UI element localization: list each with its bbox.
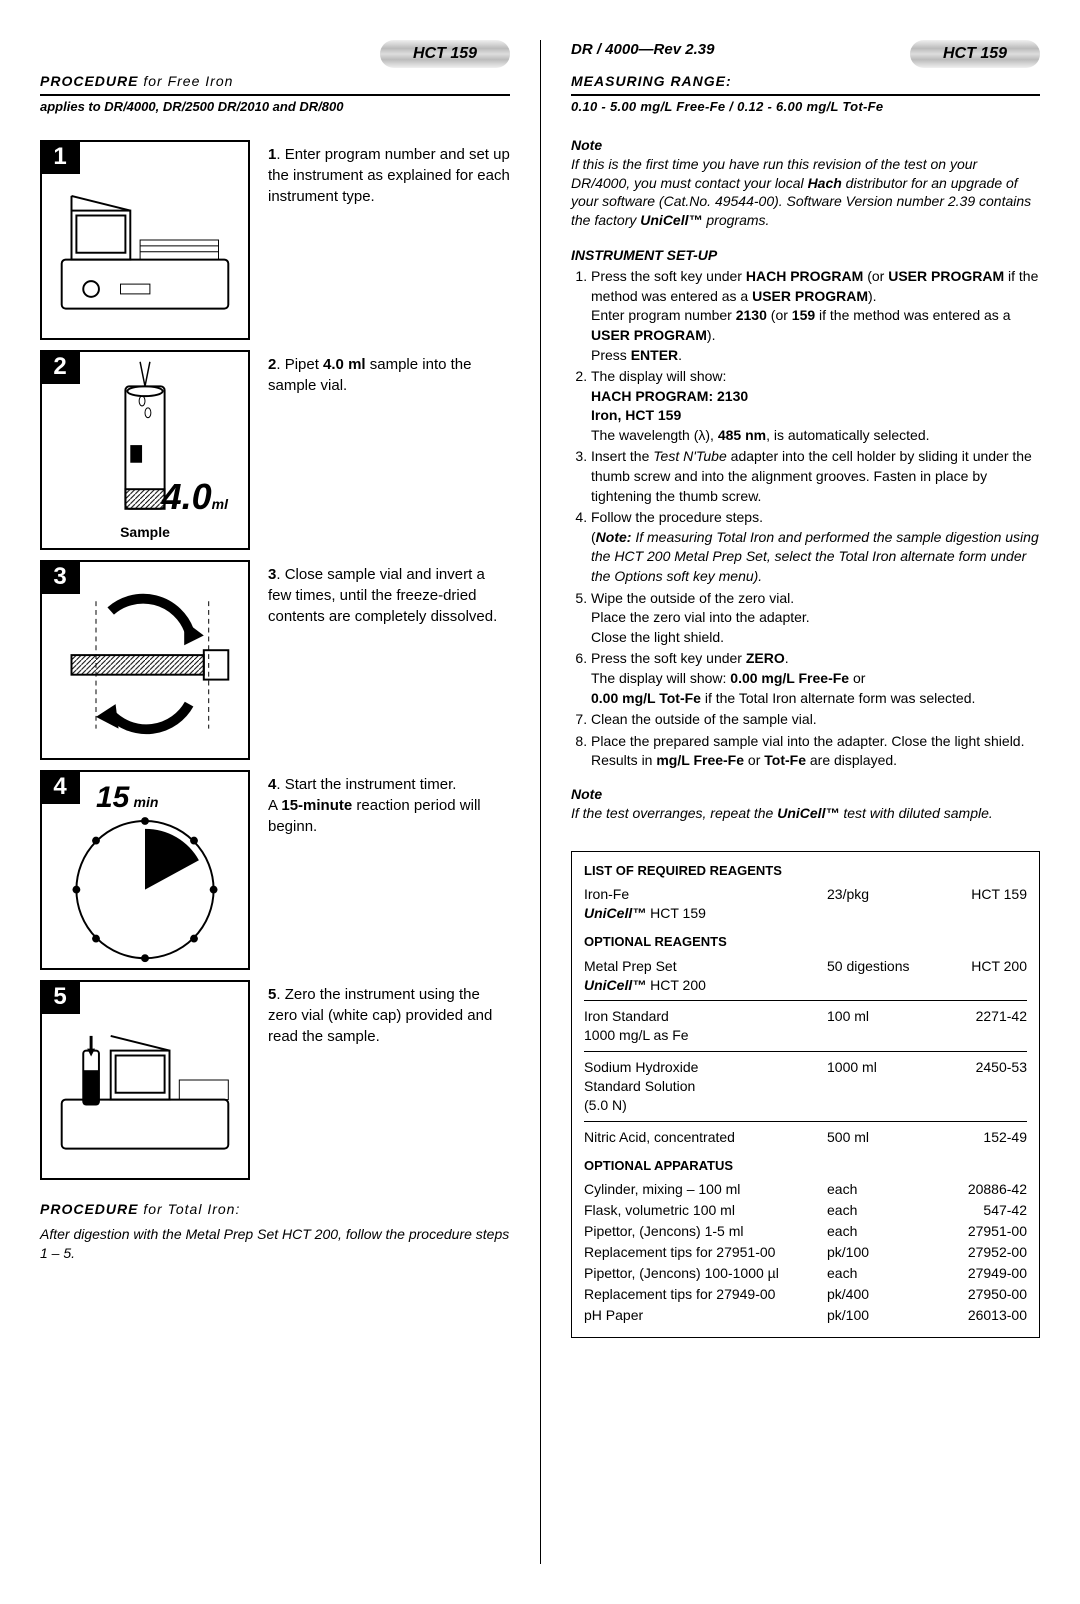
- reagent-row: Nitric Acid, concentrated 500 ml 152-49: [584, 1128, 1027, 1147]
- right-header: DR / 4000—Rev 2.39 HCT 159: [571, 40, 1040, 68]
- step-row: 3 3. Close sample vial and invert a few …: [40, 560, 510, 760]
- total-iron-text: After digestion with the Metal Prep Set …: [40, 1225, 510, 1263]
- step-text: 1. Enter program number and set up the i…: [268, 140, 510, 207]
- reagent-row: Replacement tips for 27951-00pk/10027952…: [584, 1243, 1027, 1262]
- setup-item: Press the soft key under ZERO.The displa…: [591, 649, 1040, 708]
- setup-item: The display will show:HACH PROGRAM: 2130…: [591, 367, 1040, 445]
- step-number: 2: [40, 350, 80, 384]
- note-body: If the test overranges, repeat the UniCe…: [571, 804, 1040, 823]
- step-illustration-1: 1: [40, 140, 250, 340]
- procedure-for: for Free Iron: [138, 73, 233, 89]
- setup-heading: INSTRUMENT SET-UP: [571, 246, 1040, 265]
- step-illustration-5: 5: [40, 980, 250, 1180]
- reagent-row: Replacement tips for 27949-00pk/40027950…: [584, 1285, 1027, 1304]
- reagent-row: Pipettor, (Jencons) 1-5 mleach27951-00: [584, 1222, 1027, 1241]
- divider: [584, 1051, 1027, 1052]
- note-heading: Note: [571, 136, 1040, 155]
- total-iron-title: PROCEDURE for Total Iron:: [40, 1200, 510, 1219]
- pill-badge-right: HCT 159: [910, 40, 1040, 68]
- right-column: DR / 4000—Rev 2.39 HCT 159 MEASURING RAN…: [540, 40, 1040, 1564]
- reagent-row: Cylinder, mixing – 100 mleach20886-42: [584, 1180, 1027, 1199]
- reagent-row: Iron Standard1000 mg/L as Fe 100 ml 2271…: [584, 1007, 1027, 1045]
- step-text: 2. Pipet 4.0 ml sample into the sample v…: [268, 350, 510, 396]
- timer-label: 15 min: [96, 778, 158, 819]
- steps-list: 1 1. Enter program number and s: [40, 140, 510, 1180]
- measuring-range-title: MEASURING RANGE:: [571, 73, 732, 89]
- step-text: 3. Close sample vial and invert a few ti…: [268, 560, 510, 627]
- note-body: If this is the first time you have run t…: [571, 155, 1040, 231]
- step-number: 3: [40, 560, 80, 594]
- setup-item: Clean the outside of the sample vial.: [591, 710, 1040, 730]
- header-rule-right: MEASURING RANGE:: [571, 72, 1040, 96]
- left-header: HCT 159: [40, 40, 510, 68]
- sample-label: Sample: [42, 523, 248, 542]
- step-number: 1: [40, 140, 80, 174]
- step-text: 5. Zero the instrument using the zero vi…: [268, 980, 510, 1047]
- setup-item: Press the soft key under HACH PROGRAM (o…: [591, 267, 1040, 365]
- page: HCT 159 PROCEDURE for Free Iron applies …: [40, 40, 1040, 1564]
- step-illustration-3: 3: [40, 560, 250, 760]
- reagent-heading: OPTIONAL REAGENTS: [584, 933, 1027, 951]
- reagent-row: pH Paperpk/10026013-00: [584, 1306, 1027, 1325]
- setup-item: Insert the Test N'Tube adapter into the …: [591, 447, 1040, 506]
- procedure-title: PROCEDURE: [40, 73, 138, 89]
- left-column: HCT 159 PROCEDURE for Free Iron applies …: [40, 40, 510, 1564]
- step-illustration-2: 2 4.0ml Sample: [40, 350, 250, 550]
- step-number: 5: [40, 980, 80, 1014]
- revision-line: DR / 4000—Rev 2.39: [571, 41, 714, 58]
- note-heading: Note: [571, 785, 1040, 804]
- volume-label: 4.0ml: [162, 473, 228, 522]
- step-row: 2 4.0ml Sample 2. Pipet 4.0 ml sample: [40, 350, 510, 550]
- header-rule-left: PROCEDURE for Free Iron: [40, 72, 510, 96]
- measuring-range-value: 0.10 - 5.00 mg/L Free-Fe / 0.12 - 6.00 m…: [571, 98, 1040, 116]
- step-row: 4 15 min 4. Start the: [40, 770, 510, 970]
- divider: [584, 1121, 1027, 1122]
- divider: [584, 1000, 1027, 1001]
- setup-list: Press the soft key under HACH PROGRAM (o…: [571, 267, 1040, 771]
- setup-item: Wipe the outside of the zero vial.Place …: [591, 589, 1040, 648]
- reagent-heading: OPTIONAL APPARATUS: [584, 1157, 1027, 1175]
- reagent-row: Sodium HydroxideStandard Solution(5.0 N)…: [584, 1058, 1027, 1115]
- reagent-heading: LIST OF REQUIRED REAGENTS: [584, 862, 1027, 880]
- step-illustration-4: 4 15 min: [40, 770, 250, 970]
- reagent-row: Flask, volumetric 100 mleach547-42: [584, 1201, 1027, 1220]
- step-text: 4. Start the instrument timer.A 15-minut…: [268, 770, 510, 837]
- step-row: 5 5. Zero the instrument using the zero …: [40, 980, 510, 1180]
- setup-item: Follow the procedure steps.(Note: If mea…: [591, 508, 1040, 586]
- applies-line: applies to DR/4000, DR/2500 DR/2010 and …: [40, 98, 510, 116]
- reagent-row: Iron-FeUniCell™ HCT 159 23/pkg HCT 159: [584, 885, 1027, 923]
- setup-item: Place the prepared sample vial into the …: [591, 732, 1040, 771]
- step-row: 1 1. Enter program number and s: [40, 140, 510, 340]
- pill-badge-left: HCT 159: [380, 40, 510, 68]
- step-number: 4: [40, 770, 80, 804]
- reagent-box: LIST OF REQUIRED REAGENTS Iron-FeUniCell…: [571, 851, 1040, 1338]
- reagent-row: Pipettor, (Jencons) 100-1000 µleach27949…: [584, 1264, 1027, 1283]
- reagent-row: Metal Prep SetUniCell™ HCT 200 50 digest…: [584, 957, 1027, 995]
